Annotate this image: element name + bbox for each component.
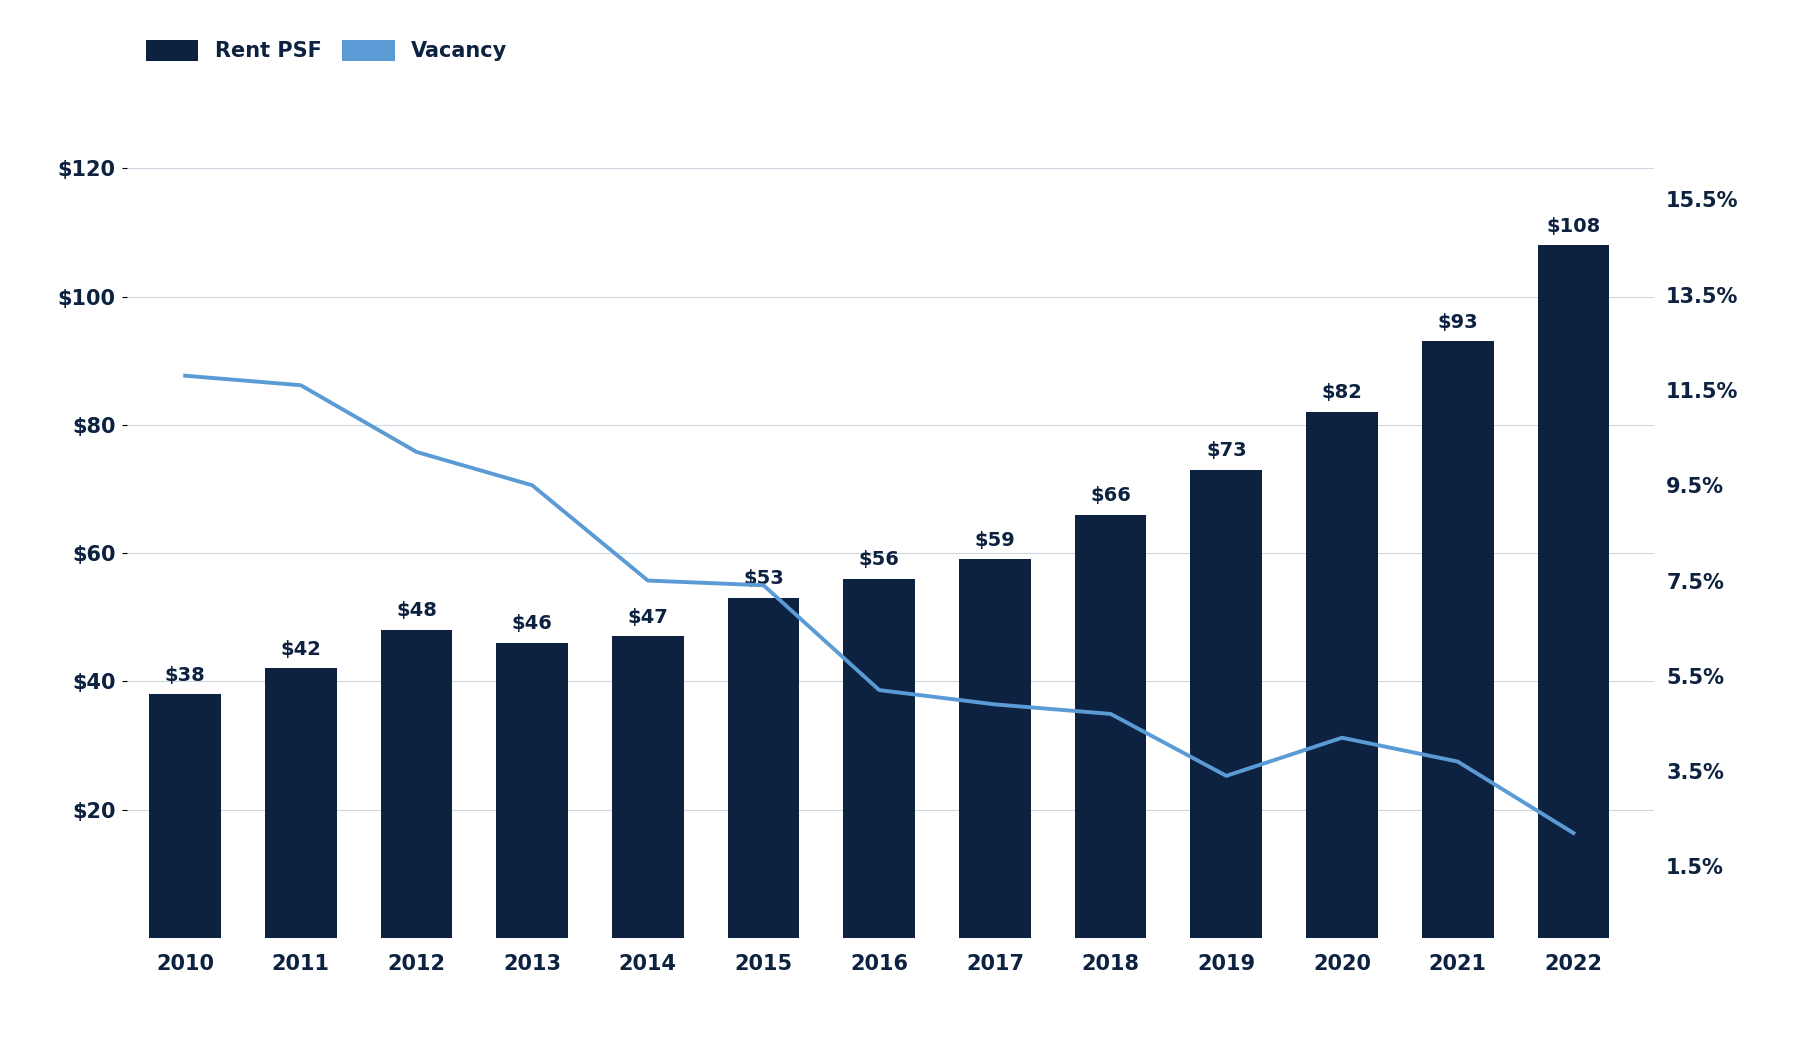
Text: $59: $59: [974, 530, 1014, 550]
Bar: [960, 560, 1031, 938]
Text: $38: $38: [165, 666, 205, 685]
Bar: [727, 598, 800, 938]
Text: $93: $93: [1438, 313, 1478, 331]
Bar: [1191, 470, 1262, 938]
Bar: [496, 643, 567, 938]
Bar: [380, 630, 453, 938]
Text: $53: $53: [744, 569, 784, 589]
Bar: [844, 578, 914, 938]
Text: $46: $46: [511, 614, 553, 634]
Bar: [265, 669, 336, 938]
Bar: [149, 694, 222, 938]
Text: $66: $66: [1091, 486, 1131, 505]
Bar: [1422, 342, 1494, 938]
Bar: [613, 637, 684, 938]
Bar: [1538, 245, 1609, 938]
Text: $73: $73: [1205, 441, 1247, 461]
Text: $108: $108: [1547, 217, 1600, 235]
Bar: [1074, 515, 1147, 938]
Text: $47: $47: [627, 607, 669, 627]
Text: $56: $56: [858, 550, 900, 569]
Bar: [1305, 412, 1378, 938]
Legend: Rent PSF, Vacancy: Rent PSF, Vacancy: [138, 31, 516, 70]
Text: $42: $42: [280, 640, 322, 659]
Text: $82: $82: [1322, 383, 1362, 402]
Text: $48: $48: [396, 601, 436, 620]
